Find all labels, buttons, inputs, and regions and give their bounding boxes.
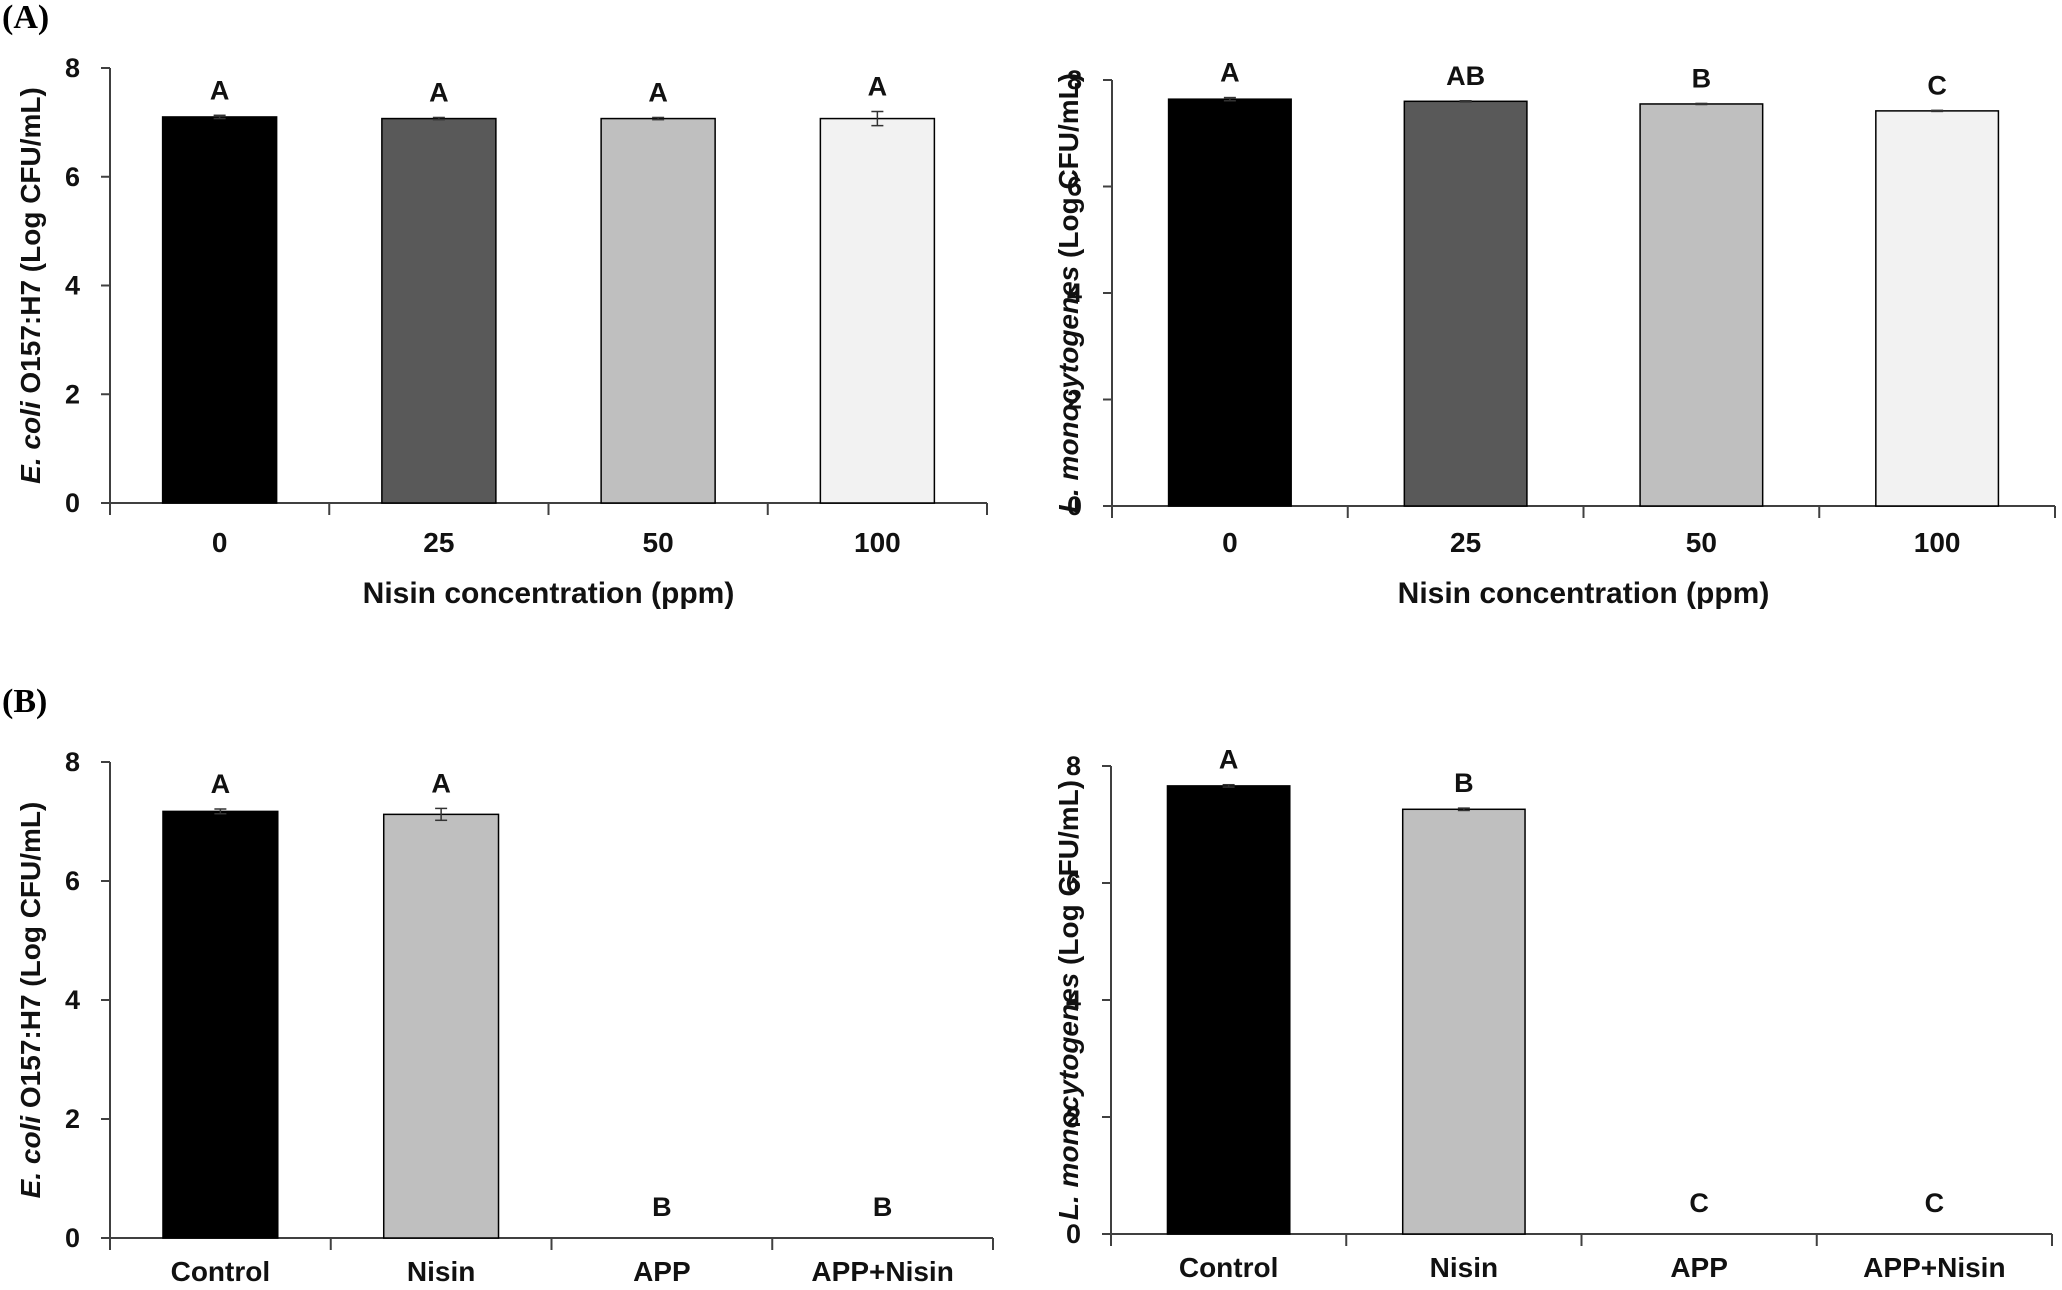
significance-letter: C xyxy=(1689,1188,1709,1218)
y-axis-title-unit: (Log CFU/mL) xyxy=(1053,780,1084,973)
y-axis-title: E. coli O157:H7 (Log CFU/mL) xyxy=(15,802,46,1199)
x-axis-title: Nisin concentration (ppm) xyxy=(363,577,735,610)
x-tick-label: APP+Nisin xyxy=(811,1256,953,1287)
bar xyxy=(600,117,716,504)
x-tick-label: 0 xyxy=(212,527,228,558)
y-tick-label: 4 xyxy=(65,271,80,301)
bar xyxy=(819,117,936,504)
bar xyxy=(161,116,278,504)
significance-letter: B xyxy=(1454,768,1474,798)
y-axis-title-unit: (Log CFU/mL) xyxy=(1053,73,1084,266)
x-tick-label: Control xyxy=(1179,1252,1279,1283)
x-tick-label: 100 xyxy=(854,527,901,558)
y-tick-label: 8 xyxy=(1067,65,1082,95)
x-tick-label: 25 xyxy=(423,527,454,558)
chart-ecoli-treatments: 0 2 4 6 8 A Control A Nisin B APP B APP+Nisin E. coli… xyxy=(15,747,994,1287)
y-axis-title-unit: O157:H7 (Log CFU/mL) xyxy=(15,87,46,401)
y-tick-label: 6 xyxy=(1067,172,1082,202)
y-axis-title-organism: E. coli xyxy=(15,1115,46,1199)
y-tick-label: 2 xyxy=(1066,1102,1081,1132)
y-axis-title-unit: O157:H7 (Log CFU/mL) xyxy=(15,802,46,1116)
x-tick-label: Nisin xyxy=(407,1256,475,1287)
significance-letter: A xyxy=(210,75,230,105)
y-tick-label: 6 xyxy=(65,866,80,896)
bar xyxy=(1401,808,1526,1235)
x-tick-label: 50 xyxy=(643,527,674,558)
significance-letter: A xyxy=(648,77,668,107)
x-tick-label: 0 xyxy=(1222,527,1238,558)
significance-letter: A xyxy=(431,768,451,798)
y-tick-label: 4 xyxy=(1066,985,1081,1015)
significance-letter: A xyxy=(868,72,888,102)
y-tick-label: 6 xyxy=(1066,868,1081,898)
y-tick-label: 0 xyxy=(1066,1219,1081,1249)
bar xyxy=(162,810,279,1239)
x-tick-label: APP xyxy=(1670,1252,1728,1283)
y-tick-label: 2 xyxy=(1067,385,1082,415)
y-axis-title: E. coli O157:H7 (Log CFU/mL) xyxy=(15,87,46,484)
y-tick-label: 8 xyxy=(65,53,80,83)
significance-letter: AB xyxy=(1446,61,1485,91)
bar xyxy=(1403,100,1528,507)
panel-label-a: (A) xyxy=(2,0,49,36)
x-tick-label: Control xyxy=(171,1256,271,1287)
y-axis-title: L. monocytogenes (Log CFU/mL) xyxy=(1053,73,1084,513)
y-axis-title-organism: L. monocytogenes xyxy=(1053,266,1084,513)
bar xyxy=(1875,110,2000,507)
y-tick-label: 2 xyxy=(65,1104,80,1134)
x-tick-label: Nisin xyxy=(1430,1252,1498,1283)
chart-ecoli-nisin-concentration: 0 2 4 6 8 A 0 A 25 A 50 A 100 Nisin concentration (pp… xyxy=(15,53,988,610)
y-tick-label: 2 xyxy=(65,379,80,409)
bar xyxy=(382,813,500,1239)
x-tick-label: 50 xyxy=(1686,527,1717,558)
y-tick-label: 0 xyxy=(1067,491,1082,521)
x-tick-label: 100 xyxy=(1914,527,1961,558)
y-tick-label: 4 xyxy=(1067,278,1082,308)
x-tick-label: APP+Nisin xyxy=(1863,1252,2005,1283)
y-tick-label: 8 xyxy=(1066,751,1081,781)
y-tick-label: 0 xyxy=(65,1223,80,1253)
panel-label-b: (B) xyxy=(2,683,47,720)
significance-letter: B xyxy=(1692,63,1712,93)
x-tick-label: 25 xyxy=(1450,527,1481,558)
bar xyxy=(381,117,497,504)
y-tick-label: 6 xyxy=(65,162,80,192)
chart-listeria-treatments: 0 2 4 6 8 A Control B Nisin C APP C APP+Nisin L. mono… xyxy=(1053,745,2053,1283)
x-tick-label: APP xyxy=(633,1256,691,1287)
significance-letter: A xyxy=(429,77,449,107)
significance-letter: B xyxy=(652,1192,672,1222)
significance-letter: C xyxy=(1927,70,1947,100)
significance-letter: A xyxy=(211,769,231,799)
bar xyxy=(1639,103,1764,507)
significance-letter: C xyxy=(1925,1188,1945,1218)
y-tick-label: 8 xyxy=(65,747,80,777)
x-axis-title: Nisin concentration (ppm) xyxy=(1398,577,1770,610)
y-tick-label: 0 xyxy=(65,488,80,518)
chart-listeria-nisin-concentration: 0 2 4 6 8 A 0 AB 25 B 50 C 100 Nisin concentration (p… xyxy=(1053,58,2056,610)
significance-letter: A xyxy=(1220,58,1240,88)
y-axis-title-organism: L. monocytogenes xyxy=(1053,973,1084,1220)
bar xyxy=(1166,785,1291,1235)
y-axis-title-organism: E. coli xyxy=(15,400,46,484)
significance-letter: A xyxy=(1219,745,1239,775)
y-axis-title: L. monocytogenes (Log CFU/mL) xyxy=(1053,780,1084,1220)
significance-letter: B xyxy=(873,1192,893,1222)
y-tick-label: 4 xyxy=(65,985,80,1015)
bar xyxy=(1167,98,1292,507)
